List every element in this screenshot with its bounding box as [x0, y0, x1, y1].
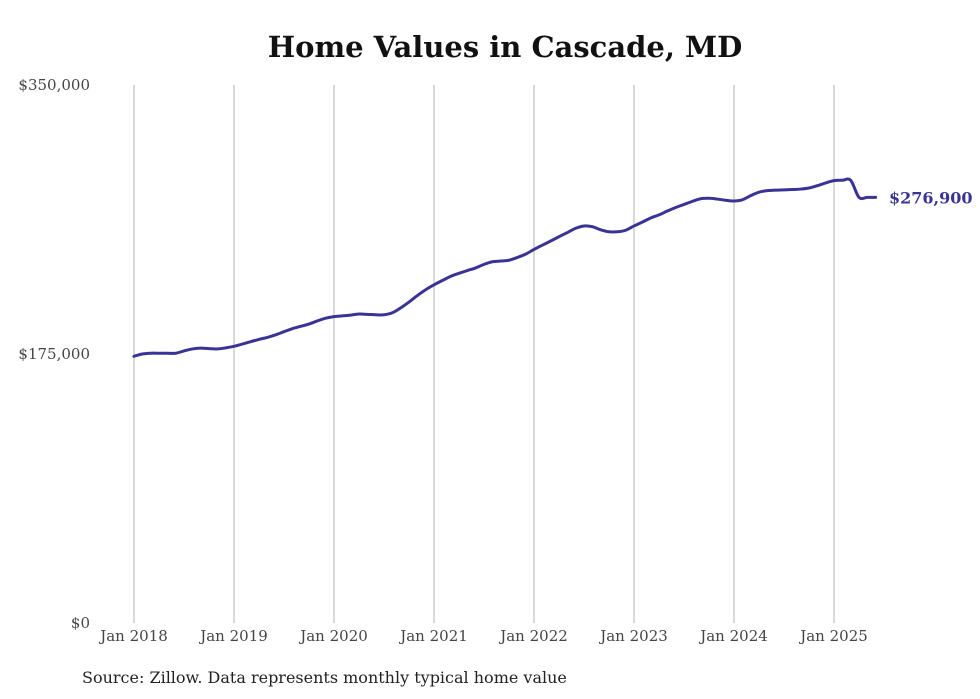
x-tick-label: Jan 2023 — [598, 627, 668, 645]
x-axis-ticks: Jan 2018 Jan 2019 Jan 2020 Jan 2021 Jan 2022… — [98, 627, 868, 645]
y-tick-label: $0 — [71, 614, 90, 632]
grid-lines — [133, 85, 835, 623]
chart-title: Home Values in Cascade, MD — [267, 30, 743, 64]
y-tick-label: $350,000 — [18, 76, 90, 94]
x-tick-label: Jan 2022 — [498, 627, 568, 645]
x-tick-label: Jan 2021 — [398, 627, 468, 645]
source-note: Source: Zillow. Data represents monthly … — [82, 668, 567, 687]
series-line — [132, 177, 878, 358]
series-layer — [132, 177, 878, 358]
x-tick-label: Jan 2025 — [798, 627, 868, 645]
x-tick-label: Jan 2019 — [198, 627, 268, 645]
y-tick-label: $175,000 — [18, 345, 90, 363]
x-tick-label: Jan 2024 — [698, 627, 768, 645]
x-tick-label: Jan 2020 — [298, 627, 368, 645]
end-value-label: $276,900 — [889, 188, 973, 207]
end-label-layer: $276,900 — [889, 188, 973, 207]
x-tick-label: Jan 2018 — [98, 627, 168, 645]
y-axis-ticks: $0 $175,000 $350,000 — [18, 76, 90, 632]
